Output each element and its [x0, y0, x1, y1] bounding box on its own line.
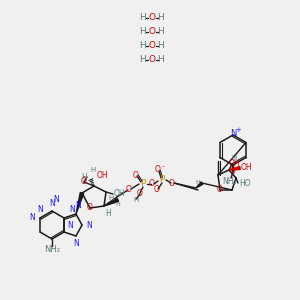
Text: O: O — [148, 14, 155, 22]
Text: O: O — [148, 28, 155, 37]
Text: O: O — [148, 56, 155, 64]
Text: H: H — [116, 202, 120, 206]
Text: N: N — [67, 220, 73, 230]
Text: O: O — [148, 41, 155, 50]
Polygon shape — [229, 167, 240, 170]
Text: H: H — [140, 28, 146, 37]
Text: N: N — [37, 206, 43, 214]
Text: N: N — [53, 194, 59, 203]
Text: O: O — [133, 170, 139, 179]
Text: N: N — [29, 214, 35, 223]
Polygon shape — [104, 199, 118, 206]
Text: N: N — [86, 220, 92, 230]
Text: NH₂: NH₂ — [44, 244, 60, 253]
Text: O: O — [169, 178, 175, 188]
Text: O: O — [126, 184, 132, 194]
Text: H: H — [196, 179, 200, 184]
Text: N: N — [69, 206, 75, 214]
Text: O: O — [230, 167, 236, 176]
Text: N: N — [75, 200, 81, 209]
Text: H: H — [90, 167, 96, 173]
Text: +: + — [235, 127, 241, 133]
Text: P: P — [140, 179, 146, 188]
Text: H: H — [158, 28, 164, 37]
Text: H: H — [105, 208, 111, 217]
Text: H: H — [140, 41, 146, 50]
Text: O: O — [154, 185, 160, 194]
Text: O: O — [81, 178, 87, 187]
Text: N: N — [49, 199, 55, 208]
Polygon shape — [196, 182, 203, 188]
Text: NH₂: NH₂ — [223, 176, 237, 185]
Text: H: H — [158, 56, 164, 64]
Text: O: O — [217, 185, 223, 194]
Text: HO: HO — [239, 178, 250, 188]
Text: OH: OH — [228, 158, 240, 167]
Text: O: O — [137, 190, 143, 199]
Text: H: H — [158, 14, 164, 22]
Polygon shape — [76, 193, 84, 214]
Text: H: H — [140, 56, 146, 64]
Text: H: H — [134, 197, 139, 203]
Text: H: H — [108, 195, 114, 201]
Text: OH: OH — [241, 164, 253, 172]
Text: H: H — [158, 41, 164, 50]
Text: P: P — [159, 176, 165, 184]
Text: H: H — [140, 14, 146, 22]
Text: N: N — [230, 128, 236, 137]
Text: H: H — [81, 172, 87, 182]
Text: O: O — [155, 166, 161, 175]
Text: OH: OH — [97, 172, 109, 181]
Text: N: N — [73, 239, 79, 248]
Text: O: O — [149, 179, 155, 188]
Text: OH: OH — [114, 190, 126, 199]
Text: O: O — [87, 203, 93, 212]
Text: H: H — [231, 155, 237, 161]
Text: ⁻: ⁻ — [161, 164, 165, 172]
